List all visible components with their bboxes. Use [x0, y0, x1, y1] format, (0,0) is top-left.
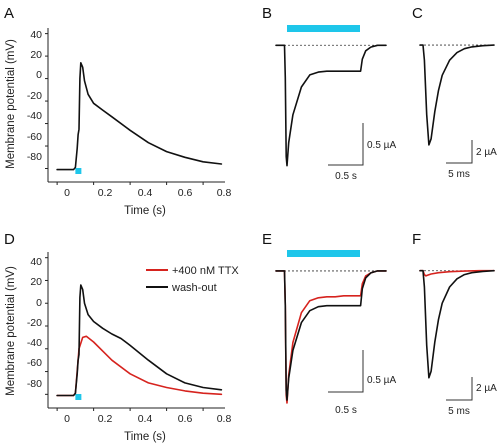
panel-d-ylabel: Membrane potential (mV)	[5, 266, 17, 396]
scale-bar-c: 2 µA 5 ms	[446, 140, 497, 180]
ytick-label: -20	[27, 317, 42, 329]
panel-d-yticks: 40 20 0 -20 -40 -60 -80	[27, 256, 42, 390]
xtick-label: 0	[64, 413, 70, 425]
panel-d-xticks: 0 0.2 0.4 0.6 0.8	[64, 413, 231, 425]
xtick-label: 0	[64, 187, 70, 199]
panel-label-e: E	[262, 231, 272, 248]
panel-a-yticks: 40 20 0 -20 -40 -60 -80	[27, 29, 42, 163]
ytick-label: -60	[27, 131, 42, 143]
ytick-label: 40	[30, 256, 42, 268]
series-line-control	[275, 270, 387, 401]
panel-e-plot	[275, 270, 387, 404]
series-line-control	[419, 44, 495, 146]
panel-d-plot	[45, 257, 223, 411]
panel-a-axes	[47, 28, 225, 183]
scale-label-time: 0.5 s	[335, 405, 357, 416]
series-line-control	[56, 61, 223, 171]
xtick-label: 0.8	[217, 187, 232, 199]
xtick-label: 0.4	[138, 187, 153, 199]
xtick-label: 0.4	[138, 413, 153, 425]
panel-label-a: A	[4, 5, 14, 22]
xtick-label: 0.2	[98, 413, 113, 425]
series-line-control	[419, 269, 495, 379]
legend-label-washout: wash-out	[171, 282, 217, 294]
ytick-label: -60	[27, 357, 42, 369]
panel-label-c: C	[412, 5, 423, 22]
legend-label-ttx: +400 nM TTX	[172, 265, 239, 277]
ytick-label: 20	[30, 49, 42, 61]
scale-label-time: 0.5 s	[335, 171, 357, 182]
panel-d-xlabel: Time (s)	[124, 431, 166, 443]
ytick-label: -40	[27, 110, 42, 122]
scale-bar-f: 2 µA 5 ms	[446, 377, 497, 417]
ytick-label: -80	[27, 378, 42, 390]
panel-label-f: F	[412, 231, 421, 248]
scale-bar-b: 0.5 µA 0.5 s	[328, 123, 396, 182]
scale-label-current: 0.5 µA	[367, 140, 396, 151]
xtick-label: 0.2	[98, 187, 113, 199]
stimulus-marker	[75, 394, 82, 400]
xtick-label: 0.8	[217, 413, 232, 425]
stimulus-bar-b	[287, 25, 360, 32]
ytick-label: -20	[27, 90, 42, 102]
legend: +400 nM TTX wash-out	[146, 265, 239, 294]
ytick-label: -80	[27, 151, 42, 163]
series-line-control	[56, 284, 223, 397]
panel-a-plot	[45, 33, 223, 185]
ytick-label: 0	[36, 69, 42, 81]
stimulus-marker	[75, 168, 82, 174]
panel-d-axes	[47, 252, 225, 409]
scale-bar-e: 0.5 µA 0.5 s	[328, 350, 396, 416]
stimulus-bar-e	[287, 250, 360, 257]
ytick-label: 20	[30, 276, 42, 288]
panel-c-plot	[419, 44, 495, 146]
series-line-control	[275, 44, 387, 167]
ytick-label: 0	[36, 297, 42, 309]
panel-a-xticks: 0 0.2 0.4 0.6 0.8	[64, 187, 231, 199]
ytick-label: -40	[27, 337, 42, 349]
xtick-label: 0.6	[178, 413, 193, 425]
panel-f-plot	[419, 269, 495, 379]
panel-a-ylabel: Membrane potential (mV)	[5, 39, 17, 169]
panel-label-d: D	[4, 231, 15, 248]
ytick-label: 40	[30, 29, 42, 41]
scale-label-current: 2 µA	[476, 147, 497, 158]
panel-b-plot	[275, 44, 387, 167]
xtick-label: 0.6	[178, 187, 193, 199]
scale-label-time: 5 ms	[448, 406, 470, 417]
scale-label-current: 0.5 µA	[367, 375, 396, 386]
panel-a-xlabel: Time (s)	[124, 205, 166, 217]
scale-label-time: 5 ms	[448, 169, 470, 180]
panel-label-b: B	[262, 5, 272, 22]
scale-label-current: 2 µA	[476, 383, 497, 394]
